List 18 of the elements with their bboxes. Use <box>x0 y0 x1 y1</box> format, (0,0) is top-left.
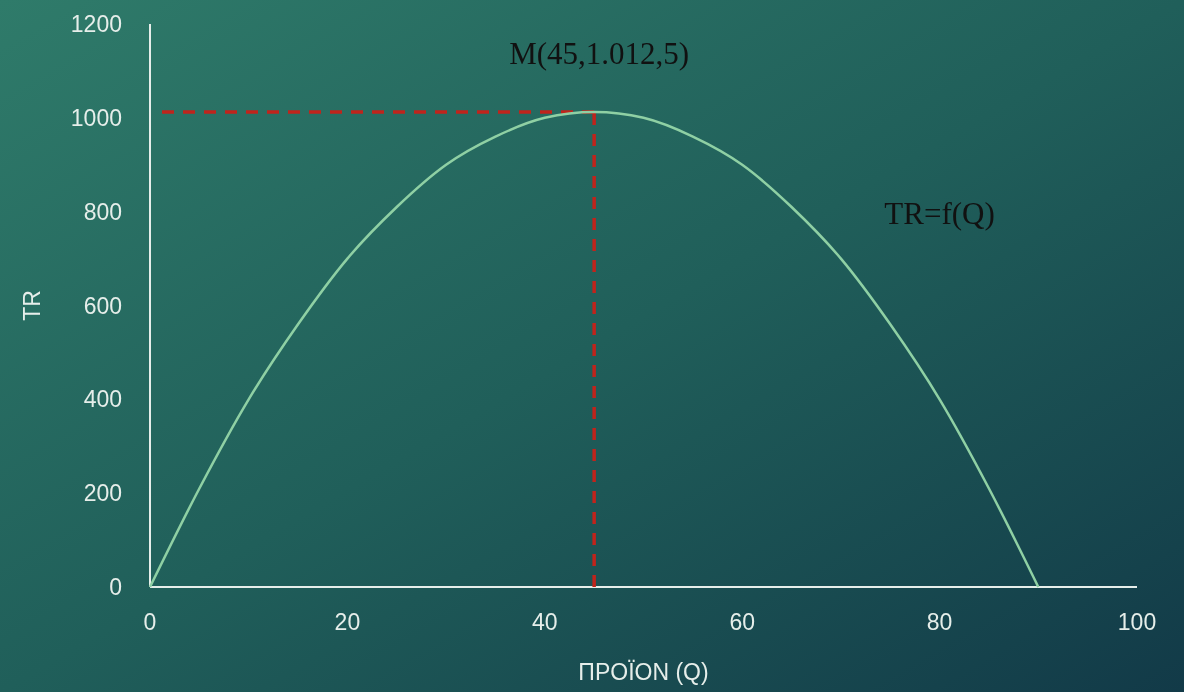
x-tick-label: 20 <box>334 609 361 635</box>
annotation: TR=f(Q) <box>884 195 995 231</box>
y-tick-label: 0 <box>109 574 122 600</box>
x-axis-title: ΠΡΟΪΟΝ (Q) <box>578 659 709 685</box>
y-tick-label: 600 <box>83 292 122 319</box>
y-tick-label: 1200 <box>70 11 122 37</box>
x-tick-label: 0 <box>143 609 157 635</box>
y-tick-label: 800 <box>83 198 122 225</box>
x-tick-label: 80 <box>926 609 953 635</box>
y-axis-title: TR <box>19 290 45 321</box>
line-series <box>148 110 1040 589</box>
x-tick-label: 40 <box>532 609 558 635</box>
x-tick-label: 60 <box>729 609 755 635</box>
x-tick-label: 100 <box>1117 609 1157 635</box>
y-tick-label: 400 <box>83 386 122 413</box>
annotation: M(45,1.012,5) <box>509 35 690 71</box>
y-tick-label: 200 <box>83 480 122 507</box>
y-tick-label: 1000 <box>70 104 122 131</box>
